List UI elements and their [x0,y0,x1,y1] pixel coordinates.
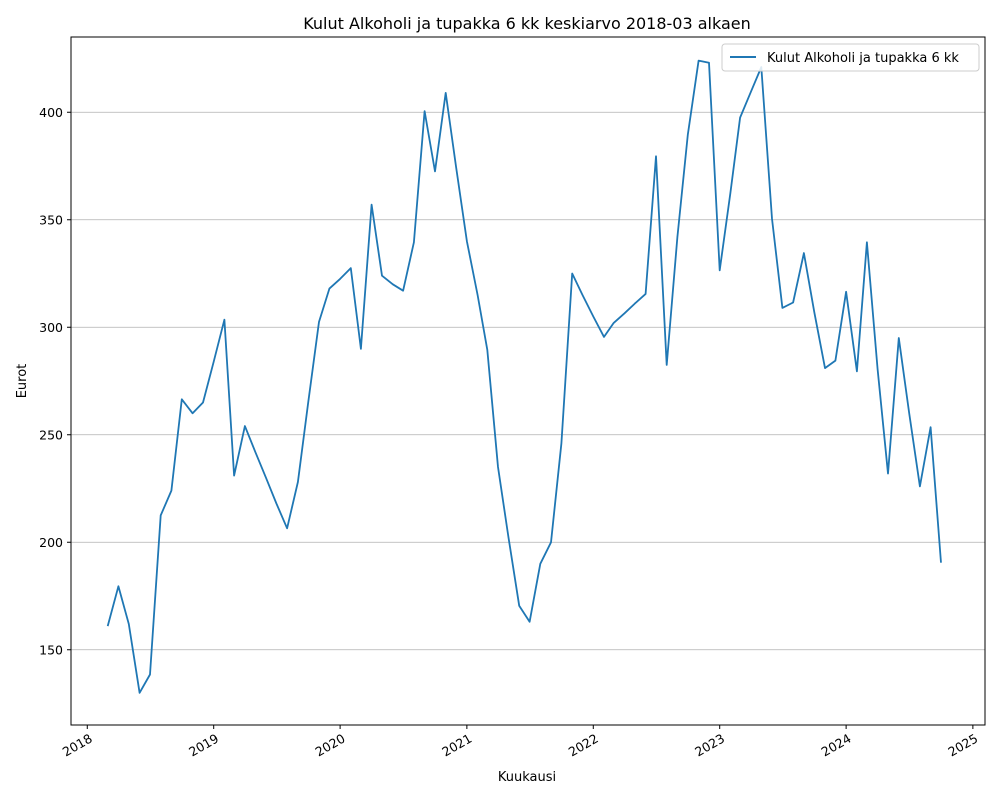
x-tick-label: 2021 [439,731,474,760]
plot-frame [70,36,986,726]
x-tick-label: 2022 [566,731,601,760]
y-tick-label: 300 [39,320,63,335]
x-tick-label: 2024 [819,731,854,760]
y-tick-label: 400 [39,105,63,120]
y-tick-label: 350 [39,212,63,227]
legend-box [721,43,980,72]
legend: Kulut Alkoholi ja tupakka 6 kk [721,43,980,72]
legend-label: Kulut Alkoholi ja tupakka 6 kk [767,51,959,66]
y-tick-label: 150 [39,642,63,657]
chart-title: Kulut Alkoholi ja tupakka 6 kk keskiarvo… [303,14,751,33]
series-line [106,59,942,694]
series-lines [106,59,942,694]
y-axis-ticks: 150 200 250 300 350 400 [39,105,71,657]
x-tick-label: 2019 [186,731,221,760]
y-axis-label: Eurot [15,364,30,399]
x-tick-label: 2018 [60,731,95,760]
y-tick-label: 200 [39,535,63,550]
x-tick-label: 2025 [945,731,980,760]
y-tick-label: 250 [39,427,63,442]
x-axis-ticks: 2018 2019 2020 2021 2022 2023 2024 2025 [60,725,980,760]
x-tick-label: 2020 [313,731,348,760]
x-axis-label: Kuukausi [498,770,556,785]
x-tick-label: 2023 [692,731,727,760]
